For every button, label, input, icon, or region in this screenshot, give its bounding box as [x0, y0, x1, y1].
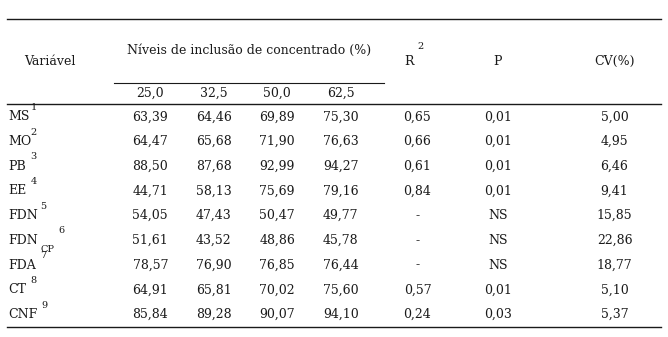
Text: 79,16: 79,16 [323, 184, 359, 197]
Text: 45,78: 45,78 [323, 234, 359, 247]
Text: 0,01: 0,01 [484, 160, 512, 173]
Text: 76,90: 76,90 [196, 258, 232, 272]
Text: 94,27: 94,27 [323, 160, 359, 173]
Text: 85,84: 85,84 [132, 308, 168, 321]
Text: 5,37: 5,37 [601, 308, 629, 321]
Text: CNF: CNF [8, 308, 37, 321]
Text: 78,57: 78,57 [132, 258, 168, 272]
Text: 71,90: 71,90 [259, 135, 295, 148]
Text: 51,61: 51,61 [132, 234, 168, 247]
Text: P: P [494, 55, 502, 68]
Text: 15,85: 15,85 [597, 209, 633, 222]
Text: 0,24: 0,24 [403, 308, 432, 321]
Text: 64,47: 64,47 [132, 135, 168, 148]
Text: 54,05: 54,05 [132, 209, 168, 222]
Text: CT: CT [8, 283, 26, 296]
Text: 0,61: 0,61 [403, 160, 432, 173]
Text: 76,63: 76,63 [323, 135, 359, 148]
Text: 94,10: 94,10 [323, 308, 359, 321]
Text: NS: NS [488, 258, 508, 272]
Text: 0,65: 0,65 [403, 110, 432, 123]
Text: 5: 5 [40, 202, 46, 211]
Text: 4: 4 [31, 177, 37, 186]
Text: 9,41: 9,41 [601, 184, 629, 197]
Text: 65,68: 65,68 [196, 135, 232, 148]
Text: 90,07: 90,07 [259, 308, 295, 321]
Text: 25,0: 25,0 [136, 87, 164, 100]
Text: 9: 9 [41, 301, 47, 310]
Text: 43,52: 43,52 [196, 234, 232, 247]
Text: CP: CP [40, 245, 54, 254]
Text: 49,77: 49,77 [323, 209, 359, 222]
Text: 0,84: 0,84 [403, 184, 432, 197]
Text: 0,01: 0,01 [484, 135, 512, 148]
Text: -: - [415, 209, 420, 222]
Text: CV(%): CV(%) [595, 55, 635, 68]
Text: 18,77: 18,77 [597, 258, 633, 272]
Text: 44,71: 44,71 [132, 184, 168, 197]
Text: 70,02: 70,02 [259, 283, 295, 296]
Text: 0,03: 0,03 [484, 308, 512, 321]
Text: 5,10: 5,10 [601, 283, 629, 296]
Text: 58,13: 58,13 [196, 184, 232, 197]
Text: FDN: FDN [8, 234, 38, 247]
Text: 0,01: 0,01 [484, 184, 512, 197]
Text: MS: MS [8, 110, 29, 123]
Text: -: - [415, 234, 420, 247]
Text: 50,47: 50,47 [259, 209, 295, 222]
Text: 76,85: 76,85 [259, 258, 295, 272]
Text: Variável: Variável [25, 55, 75, 68]
Text: 62,5: 62,5 [327, 87, 355, 100]
Text: FDA: FDA [8, 258, 36, 272]
Text: PB: PB [8, 160, 26, 173]
Text: 50,0: 50,0 [263, 87, 291, 100]
Text: 4,95: 4,95 [601, 135, 629, 148]
Text: 92,99: 92,99 [260, 160, 295, 173]
Text: 69,89: 69,89 [259, 110, 295, 123]
Text: 75,60: 75,60 [323, 283, 359, 296]
Text: 8: 8 [31, 276, 37, 285]
Text: 1: 1 [31, 103, 37, 112]
Text: MO: MO [8, 135, 31, 148]
Text: EE: EE [8, 184, 26, 197]
Text: 2: 2 [418, 42, 424, 51]
Text: 0,01: 0,01 [484, 110, 512, 123]
Text: 7: 7 [40, 251, 46, 260]
Text: 2: 2 [31, 128, 37, 136]
Text: 64,91: 64,91 [132, 283, 168, 296]
Text: 0,01: 0,01 [484, 283, 512, 296]
Text: 3: 3 [31, 152, 37, 161]
Text: NS: NS [488, 234, 508, 247]
Text: Níveis de inclusão de concentrado (%): Níveis de inclusão de concentrado (%) [127, 44, 371, 57]
Text: 0,57: 0,57 [403, 283, 432, 296]
Text: 63,39: 63,39 [132, 110, 168, 123]
Text: 64,46: 64,46 [196, 110, 232, 123]
Text: R: R [405, 55, 414, 68]
Text: 48,86: 48,86 [259, 234, 295, 247]
Text: 22,86: 22,86 [597, 234, 633, 247]
Text: 88,50: 88,50 [132, 160, 168, 173]
Text: 87,68: 87,68 [196, 160, 232, 173]
Text: 47,43: 47,43 [196, 209, 232, 222]
Text: -: - [415, 258, 420, 272]
Text: 65,81: 65,81 [196, 283, 232, 296]
Text: FDN: FDN [8, 209, 38, 222]
Text: 6,46: 6,46 [601, 160, 629, 173]
Text: 75,69: 75,69 [259, 184, 295, 197]
Text: 5,00: 5,00 [601, 110, 629, 123]
Text: 76,44: 76,44 [323, 258, 359, 272]
Text: 32,5: 32,5 [200, 87, 228, 100]
Text: NS: NS [488, 209, 508, 222]
Text: 89,28: 89,28 [196, 308, 232, 321]
Text: 75,30: 75,30 [323, 110, 359, 123]
Text: 6: 6 [59, 226, 65, 236]
Text: 0,66: 0,66 [403, 135, 432, 148]
